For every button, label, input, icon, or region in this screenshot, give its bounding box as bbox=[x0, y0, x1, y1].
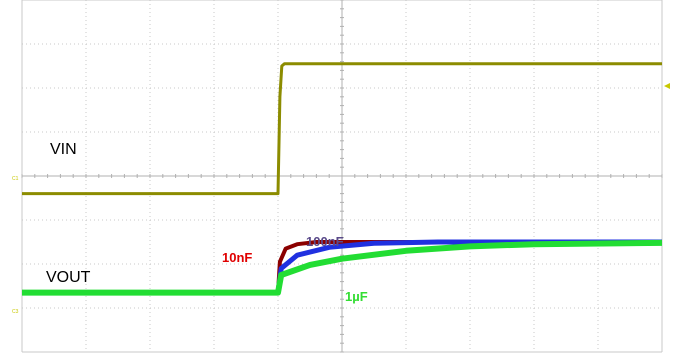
channel-label-vout: VOUT bbox=[46, 269, 91, 286]
trace-vout-1-f bbox=[22, 239, 663, 296]
annotation-100nf: 100nF bbox=[306, 234, 344, 249]
channel-marker-c1: C1 bbox=[12, 176, 19, 182]
trigger-level-marker bbox=[664, 83, 670, 89]
channel-marker-c3: C3 bbox=[12, 309, 19, 315]
traces bbox=[22, 62, 663, 296]
annotation-10nf: 10nF bbox=[222, 250, 252, 265]
trace-vin bbox=[22, 62, 662, 196]
annotation-1uf: 1µF bbox=[345, 289, 368, 304]
channel-label-vin: VIN bbox=[50, 141, 77, 158]
